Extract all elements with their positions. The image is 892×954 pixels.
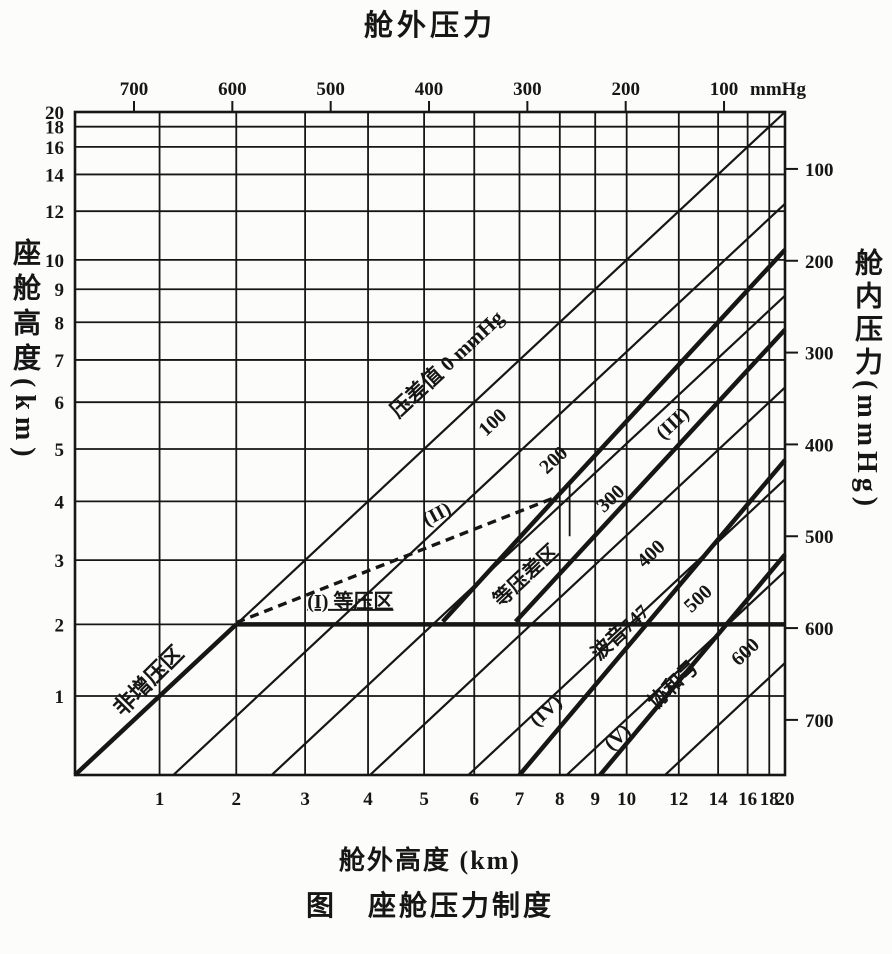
tick-label-bottom-16km: 16 <box>738 789 757 810</box>
schedule-schedule-III <box>513 328 787 624</box>
tick-label-right-300: 300 <box>805 344 834 365</box>
diff-line-200mmHg <box>270 294 786 776</box>
tick-label-left-4km: 4 <box>55 492 65 513</box>
tick-label-left-7km: 7 <box>55 351 65 372</box>
tick-label-left-8km: 8 <box>55 313 65 334</box>
tick-label-left-20km: 20 <box>45 103 64 124</box>
tick-label-bottom-14km: 14 <box>709 789 729 810</box>
tick-label-bottom-5km: 5 <box>419 789 429 810</box>
tick-label-bottom-2km: 2 <box>232 789 242 810</box>
right-axis-title: 舱内压力(mmHg) <box>851 248 882 512</box>
tick-label-bottom-9km: 9 <box>590 789 600 810</box>
tick-label-top-500: 500 <box>316 79 345 100</box>
tick-label-right-100: 100 <box>805 160 834 181</box>
tick-label-top-600: 600 <box>218 79 247 100</box>
tick-label-top-700: 700 <box>120 79 149 100</box>
tick-label-bottom-4km: 4 <box>363 789 373 810</box>
tick-label-bottom-6km: 6 <box>470 789 480 810</box>
tick-label-bottom-3km: 3 <box>300 789 310 810</box>
chart-annotation-10: 等压差区 <box>488 539 563 611</box>
tick-label-bottom-8km: 8 <box>555 789 565 810</box>
bottom-axis-title: 舱外高度 (km) <box>339 846 521 875</box>
chart-annotation-8: (I) 等压区 <box>307 589 393 613</box>
tick-label-right-400: 400 <box>805 435 834 456</box>
tick-label-top-200: 200 <box>611 79 640 100</box>
tick-label-bottom-10km: 10 <box>617 789 636 810</box>
tick-label-left-6km: 6 <box>55 393 65 414</box>
diff-line-400mmHg <box>467 478 786 776</box>
top-axis-unit-label: mmHg <box>750 79 806 100</box>
diff-line-500mmHg <box>565 570 786 776</box>
chart-annotation-1: 100 <box>474 404 511 441</box>
tick-label-top-400: 400 <box>415 79 444 100</box>
chart-annotation-5: 500 <box>680 581 717 618</box>
chart-annotation-3: 300 <box>592 481 629 518</box>
tick-label-left-10km: 10 <box>45 251 64 272</box>
tick-label-bottom-7km: 7 <box>515 789 525 810</box>
tick-label-left-12km: 12 <box>45 202 64 223</box>
chart-annotation-2: 200 <box>535 442 572 479</box>
tick-label-right-600: 600 <box>805 619 834 640</box>
diff-line-600mmHg <box>664 662 786 776</box>
tick-label-top-100: 100 <box>710 79 739 100</box>
tick-label-left-18km: 18 <box>45 118 64 139</box>
chart-annotation-4: 400 <box>633 536 670 573</box>
tick-label-bottom-18km: 18 <box>760 789 779 810</box>
chart-annotation-6: 600 <box>727 634 764 671</box>
tick-label-right-500: 500 <box>805 527 834 548</box>
figure-caption: 图 座舱压力制度 <box>305 891 554 922</box>
chart-annotation-15: 协和号 <box>643 655 703 713</box>
tick-label-bottom-20km: 20 <box>776 789 795 810</box>
tick-label-left-1km: 1 <box>55 687 65 708</box>
schedule-unpressurized <box>73 622 238 777</box>
chart-annotation-14: (V) <box>600 720 635 755</box>
tick-label-right-700: 700 <box>805 711 834 732</box>
tick-label-left-14km: 14 <box>45 165 65 186</box>
tick-label-top-300: 300 <box>513 79 542 100</box>
tick-label-left-2km: 2 <box>55 615 65 636</box>
schedule-isobaric-diff <box>441 248 787 624</box>
schedule-concorde-V <box>598 553 787 777</box>
tick-label-bottom-12km: 12 <box>669 789 688 810</box>
tick-label-left-5km: 5 <box>55 440 65 461</box>
tick-label-right-200: 200 <box>805 252 834 273</box>
diff-line-300mmHg <box>369 386 786 776</box>
tick-label-left-16km: 16 <box>45 138 64 159</box>
top-axis-title: 舱外压力 <box>363 10 496 42</box>
schedule-boeing-747-IV <box>517 458 787 777</box>
tick-label-left-9km: 9 <box>55 280 65 301</box>
schedule-schedule-II <box>235 495 558 625</box>
diff-line-100mmHg <box>172 203 786 776</box>
tick-label-bottom-1km: 1 <box>155 789 165 810</box>
left-axis-title: 座舱高度(km) <box>9 238 40 464</box>
tick-label-left-3km: 3 <box>55 551 65 572</box>
